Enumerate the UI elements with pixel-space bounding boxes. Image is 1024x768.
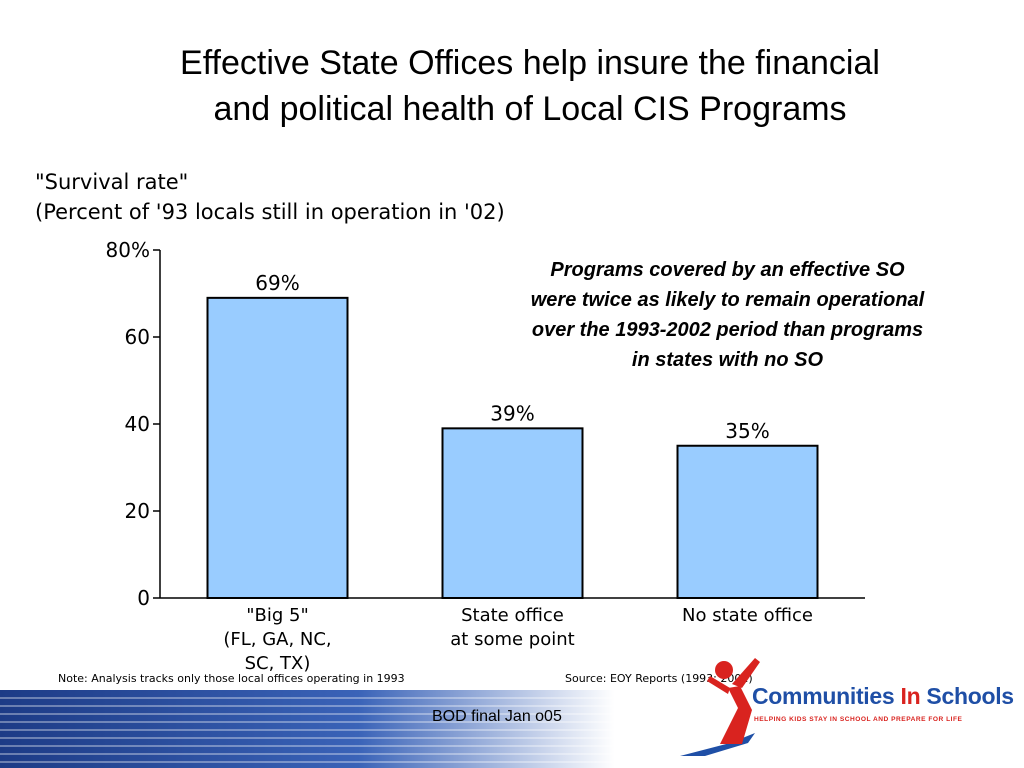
logo-name-part-3: Schools — [920, 683, 1014, 709]
logo-name-part-1: Communities — [752, 683, 901, 709]
bar — [206, 296, 349, 599]
footnote-note: Note: Analysis tracks only those local o… — [58, 672, 405, 685]
logo-tagline: HELPING KIDS STAY IN SCHOOL AND PREPARE … — [754, 716, 963, 723]
callout-line-1: Programs covered by an effective SO — [550, 259, 905, 281]
footer-text: BOD final Jan o05 — [432, 708, 562, 725]
callout-text: Programs covered by an effective SO were… — [470, 255, 985, 375]
x-category-label: at some point — [450, 629, 574, 650]
y-tick-label: 80% — [106, 238, 150, 262]
callout-line-3: over the 1993-2002 period than programs — [531, 319, 924, 341]
bar — [676, 444, 819, 599]
y-tick-label: 40 — [125, 412, 150, 436]
chart-subtitle: (Percent of '93 locals still in operatio… — [35, 200, 505, 224]
y-tick-label: 60 — [125, 325, 150, 349]
x-category-label: SC, TX) — [245, 653, 311, 674]
y-tick-label: 20 — [125, 499, 150, 523]
x-category-label: State office — [461, 605, 564, 626]
callout-line-4: in states with no SO — [631, 349, 824, 371]
footnote-source: Source: EOY Reports (1993; 2002) — [565, 672, 753, 685]
slide-title-line-1: Effective State Offices help insure the … — [180, 44, 880, 82]
x-category-label: (FL, GA, NC, — [223, 629, 331, 650]
callout-line-2: were twice as likely to remain operation… — [530, 289, 925, 311]
x-category-label: No state office — [682, 605, 813, 626]
x-category-label: "Big 5" — [246, 605, 309, 626]
footer-band — [0, 690, 1024, 768]
logo-name: Communities In Schools — [752, 683, 1014, 710]
chart-title: "Survival rate" — [35, 170, 189, 194]
data-label: 69% — [255, 271, 299, 295]
logo-name-part-2: In — [900, 683, 921, 709]
slide-title: Effective State Offices help insure the … — [60, 40, 1000, 132]
slide-title-line-2: and political health of Local CIS Progra… — [213, 90, 847, 128]
data-label: 35% — [725, 419, 769, 443]
data-label: 39% — [490, 401, 534, 425]
y-tick-label: 0 — [137, 586, 150, 610]
logo-figure-icon — [680, 658, 760, 756]
bar — [441, 427, 584, 599]
bar-chart: 0 20 40 60 80% 69% "Big 5" (FL, GA, NC, SC, TX) 3… — [106, 238, 865, 674]
